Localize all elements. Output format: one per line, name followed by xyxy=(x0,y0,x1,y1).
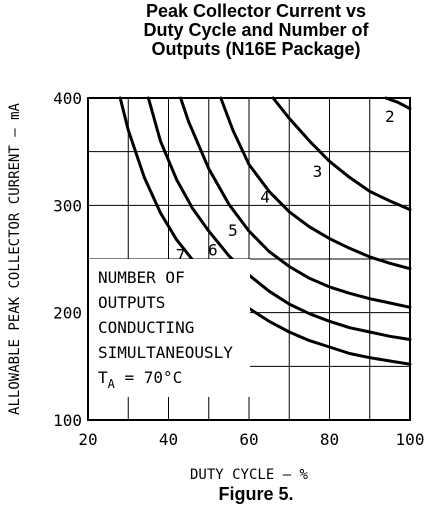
ta-subscript: A xyxy=(108,377,116,391)
y-tick-label: 300 xyxy=(53,196,82,215)
chart-title-line-2: Duty Cycle and Number of xyxy=(143,20,369,40)
chart-title: Peak Collector Current vs Duty Cycle and… xyxy=(80,2,432,59)
x-tick-label: 80 xyxy=(320,430,339,449)
ta-value: = 70°C xyxy=(115,368,182,387)
y-tick-label: 100 xyxy=(53,411,82,430)
y-axis-label: ALLOWABLE PEAK COLLECTOR CURRENT – mA xyxy=(7,103,23,415)
annotation-text: NUMBER OF OUTPUTS CONDUCTING SIMULTANEOU… xyxy=(98,268,233,391)
plot-frame xyxy=(87,97,411,421)
x-tick-label: 40 xyxy=(159,430,178,449)
y-tick-label: 400 xyxy=(53,89,82,108)
series-label-4: 4 xyxy=(260,188,270,207)
chart-title-line-3: Outputs (N16E Package) xyxy=(151,39,361,59)
series-line-3 xyxy=(271,96,412,212)
series-label-2: 2 xyxy=(385,107,395,126)
series-line-2 xyxy=(384,96,412,111)
series-label-6: 6 xyxy=(208,240,218,259)
series-labels: 2 3 4 56 7 xyxy=(176,107,395,264)
x-tick-label: 60 xyxy=(239,430,258,449)
y-tick-label: 200 xyxy=(53,304,82,323)
ta-symbol: T xyxy=(98,368,108,387)
x-tick-label: 20 xyxy=(78,430,97,449)
annotation-line-4: SIMULTANEOUSLY xyxy=(98,343,233,362)
series-line-5 xyxy=(179,96,412,309)
series-line-6 xyxy=(146,96,412,341)
series-label-5: 5 xyxy=(228,221,238,240)
annotation-temperature: TA = 70°C xyxy=(98,368,182,391)
annotation-line-1: NUMBER OF xyxy=(98,268,185,287)
figure-caption: Figure 5. xyxy=(218,484,294,504)
annotation-line-3: CONDUCTING xyxy=(98,318,194,337)
series-label-3: 3 xyxy=(313,162,323,181)
x-axis-label: DUTY CYCLE – % xyxy=(190,467,309,483)
x-tick-label: 100 xyxy=(396,430,425,449)
annotation-line-2: OUTPUTS xyxy=(98,293,165,312)
tick-labels: 20 40 60 80 100 100 200 300 400 xyxy=(53,89,424,449)
annotation-box xyxy=(88,259,250,397)
chart-title-line-1: Peak Collector Current vs xyxy=(145,1,367,21)
series-label-7: 7 xyxy=(176,246,186,265)
series-line-4 xyxy=(219,96,412,271)
